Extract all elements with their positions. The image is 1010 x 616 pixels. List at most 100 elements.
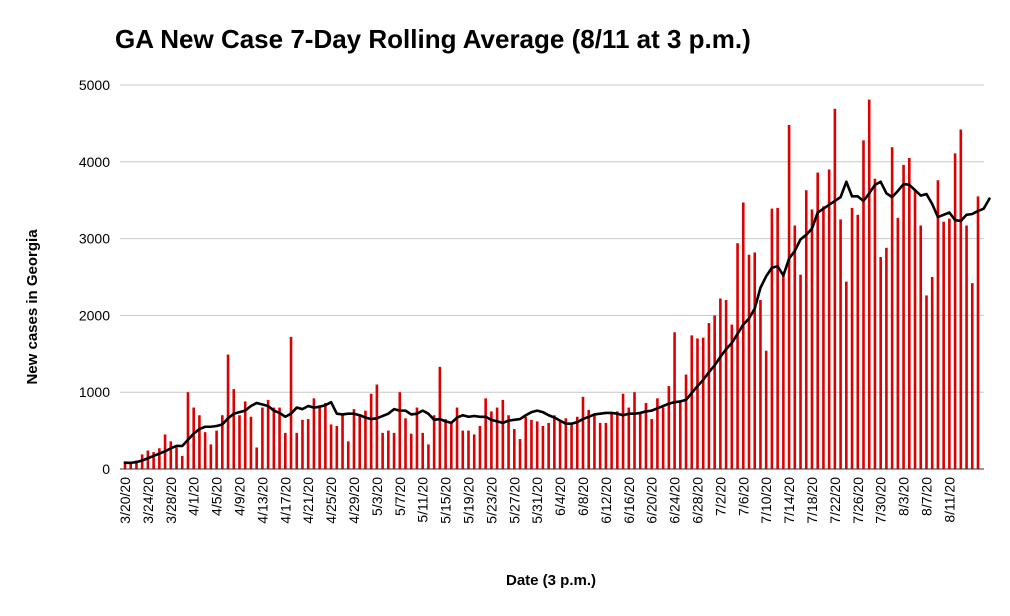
bar [484,398,487,469]
bar [724,300,728,469]
bar [146,450,150,469]
bar [238,415,241,469]
bar [175,447,178,469]
x-tick-label: 7/14/20 [781,477,797,524]
x-tick-label: 4/5/20 [209,477,225,516]
bar [873,178,877,469]
bar [306,419,310,469]
x-tick-label: 7/26/20 [850,477,866,524]
bar [152,452,155,469]
bar [719,298,722,469]
bar [123,461,127,469]
x-tick-label: 5/27/20 [506,477,522,524]
bar [679,401,682,469]
bar [232,389,236,469]
x-tick-label: 3/24/20 [140,477,156,524]
bar [169,441,173,469]
x-tick-label: 5/7/20 [392,477,408,516]
y-axis-ticks: 0 1000 2000 3000 4000 5000 [79,77,110,477]
bar [129,462,133,469]
bar [364,410,367,469]
bar [278,407,281,469]
x-tick-label: 4/29/20 [346,477,362,524]
bar [392,432,396,469]
bar [593,415,596,469]
bar [512,429,516,469]
x-tick-label: 5/3/20 [369,477,385,516]
bar [272,407,276,469]
bar [158,448,161,469]
bar [432,415,436,469]
bar [730,324,734,469]
bar [610,413,613,469]
x-tick-label: 8/11/20 [941,477,957,523]
x-axis-title: Date (3 p.m.) [506,572,596,589]
bar [684,374,688,469]
bar [850,207,854,469]
bar [530,419,533,469]
x-tick-label: 6/20/20 [644,477,660,524]
bar [948,218,951,469]
bar [404,418,407,469]
bar [312,398,316,469]
bar [930,277,934,469]
y-tick-label: 3000 [79,231,110,247]
x-tick-label: 5/11/20 [415,477,431,523]
bar [627,407,631,469]
bar [415,407,419,469]
bar [341,413,344,469]
bar [741,202,745,469]
bar [885,247,888,469]
bar [919,225,923,469]
bar [467,430,470,469]
bar [936,180,940,470]
x-tick-label: 7/30/20 [873,477,889,524]
bar [816,172,819,470]
bar [524,416,528,469]
bar [976,196,980,470]
bar [747,254,751,469]
bar [318,405,321,469]
x-tick-label: 8/7/20 [918,477,934,516]
bar [329,424,333,469]
bar [558,421,562,469]
bar [598,422,602,469]
bar [673,332,676,469]
bar [822,206,825,469]
bar [959,129,963,470]
bar [490,411,493,469]
bar [553,415,556,469]
bar [587,409,591,469]
x-tick-label: 5/15/20 [438,477,454,524]
x-tick-label: 8/3/20 [896,477,912,516]
bar [381,432,384,469]
y-tick-label: 1000 [79,384,110,400]
bar [295,432,299,469]
bar [249,416,253,469]
bar [518,439,522,469]
bar [478,425,482,469]
bar [633,392,636,469]
bar [575,416,579,469]
x-tick-label: 5/31/20 [529,477,545,524]
bar [782,273,785,469]
bar [667,386,671,469]
bar [690,335,694,469]
bar [135,460,138,469]
bar [570,422,573,469]
bar [495,407,499,469]
bar [707,323,711,469]
bar [810,209,814,470]
bar [261,407,264,469]
x-tick-label: 6/16/20 [621,477,637,524]
bar [965,225,968,469]
bar [661,407,665,469]
bar [289,336,293,469]
y-tick-label: 0 [102,461,110,477]
x-tick-label: 7/2/20 [712,477,728,516]
bar [186,392,190,469]
bar [776,207,779,469]
bar [180,455,184,469]
x-tick-label: 4/17/20 [277,477,293,524]
bar [324,402,327,469]
